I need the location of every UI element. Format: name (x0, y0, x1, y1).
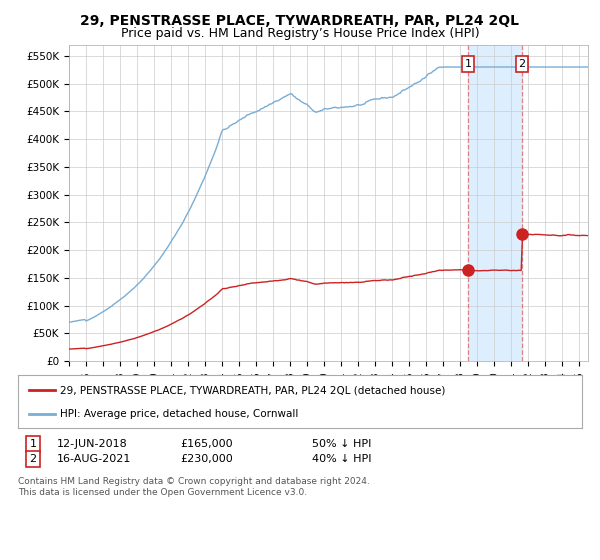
Text: £165,000: £165,000 (180, 439, 233, 449)
Text: 29, PENSTRASSE PLACE, TYWARDREATH, PAR, PL24 2QL: 29, PENSTRASSE PLACE, TYWARDREATH, PAR, … (80, 14, 520, 28)
Text: 1: 1 (29, 439, 37, 449)
Text: 16-AUG-2021: 16-AUG-2021 (57, 454, 131, 464)
Text: 50% ↓ HPI: 50% ↓ HPI (312, 439, 371, 449)
Text: Contains HM Land Registry data © Crown copyright and database right 2024.
This d: Contains HM Land Registry data © Crown c… (18, 477, 370, 497)
Text: HPI: Average price, detached house, Cornwall: HPI: Average price, detached house, Corn… (60, 408, 299, 418)
Text: 12-JUN-2018: 12-JUN-2018 (57, 439, 128, 449)
Bar (468, 45, 522, 361)
Text: 40% ↓ HPI: 40% ↓ HPI (312, 454, 371, 464)
Text: Price paid vs. HM Land Registry’s House Price Index (HPI): Price paid vs. HM Land Registry’s House … (121, 27, 479, 40)
Text: £230,000: £230,000 (180, 454, 233, 464)
Text: 2: 2 (29, 454, 37, 464)
Text: 1: 1 (464, 59, 472, 69)
Text: 2: 2 (518, 59, 526, 69)
Text: 29, PENSTRASSE PLACE, TYWARDREATH, PAR, PL24 2QL (detached house): 29, PENSTRASSE PLACE, TYWARDREATH, PAR, … (60, 385, 446, 395)
